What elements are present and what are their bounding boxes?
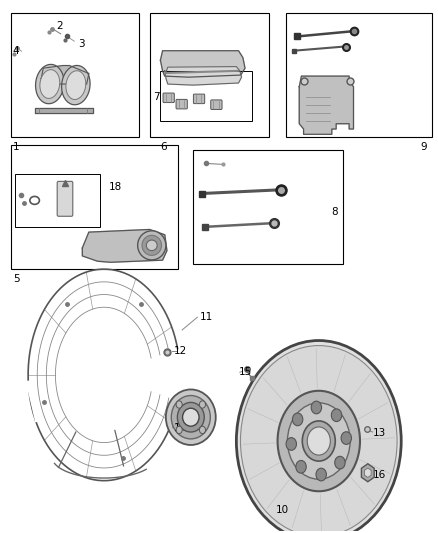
Text: 4: 4 bbox=[13, 46, 20, 56]
Polygon shape bbox=[299, 76, 353, 134]
Bar bbox=[160, 71, 251, 121]
FancyBboxPatch shape bbox=[176, 99, 187, 109]
Text: 3: 3 bbox=[78, 39, 85, 50]
FancyBboxPatch shape bbox=[211, 100, 222, 109]
Circle shape bbox=[296, 461, 306, 473]
Polygon shape bbox=[41, 66, 89, 84]
Text: 18: 18 bbox=[108, 182, 122, 192]
Text: 1: 1 bbox=[13, 142, 20, 152]
FancyBboxPatch shape bbox=[163, 93, 174, 102]
Polygon shape bbox=[160, 51, 245, 77]
Circle shape bbox=[293, 413, 303, 426]
Circle shape bbox=[307, 427, 330, 455]
Text: 13: 13 bbox=[373, 428, 386, 438]
Text: 7: 7 bbox=[153, 92, 160, 102]
Ellipse shape bbox=[177, 402, 204, 432]
Bar bbox=[150, 13, 269, 137]
Bar bbox=[15, 174, 100, 227]
Ellipse shape bbox=[40, 70, 60, 99]
Circle shape bbox=[176, 401, 182, 408]
Text: 15: 15 bbox=[239, 367, 252, 377]
Circle shape bbox=[302, 421, 335, 461]
Bar bbox=[193, 150, 343, 264]
Text: 16: 16 bbox=[373, 471, 386, 480]
Text: 6: 6 bbox=[160, 142, 167, 152]
Polygon shape bbox=[82, 230, 167, 262]
Circle shape bbox=[335, 456, 345, 469]
Circle shape bbox=[287, 403, 350, 479]
Circle shape bbox=[237, 341, 401, 533]
Circle shape bbox=[311, 401, 321, 414]
Circle shape bbox=[278, 391, 360, 491]
Ellipse shape bbox=[35, 64, 64, 104]
Ellipse shape bbox=[146, 240, 157, 251]
Circle shape bbox=[331, 409, 342, 422]
Circle shape bbox=[316, 468, 326, 481]
Ellipse shape bbox=[166, 390, 216, 445]
Bar bbox=[286, 13, 431, 137]
Text: 10: 10 bbox=[276, 505, 289, 515]
Polygon shape bbox=[35, 108, 93, 113]
Text: 14: 14 bbox=[173, 423, 187, 433]
Polygon shape bbox=[165, 67, 242, 85]
Ellipse shape bbox=[62, 66, 90, 105]
Ellipse shape bbox=[171, 395, 210, 439]
Bar bbox=[11, 13, 139, 137]
Circle shape bbox=[176, 426, 182, 434]
FancyBboxPatch shape bbox=[194, 94, 205, 103]
Ellipse shape bbox=[66, 71, 86, 100]
Text: 9: 9 bbox=[421, 142, 427, 152]
Text: 5: 5 bbox=[13, 274, 20, 284]
Circle shape bbox=[341, 432, 352, 445]
Ellipse shape bbox=[183, 408, 199, 426]
Text: 2: 2 bbox=[57, 21, 63, 31]
Circle shape bbox=[240, 345, 397, 533]
Bar bbox=[11, 145, 178, 269]
Text: 8: 8 bbox=[331, 207, 338, 217]
Circle shape bbox=[199, 426, 205, 434]
Circle shape bbox=[286, 438, 297, 450]
FancyBboxPatch shape bbox=[57, 181, 73, 216]
Circle shape bbox=[199, 401, 205, 408]
Ellipse shape bbox=[142, 235, 162, 255]
Text: 12: 12 bbox=[173, 346, 187, 356]
Text: 11: 11 bbox=[199, 312, 213, 322]
Ellipse shape bbox=[138, 231, 166, 260]
